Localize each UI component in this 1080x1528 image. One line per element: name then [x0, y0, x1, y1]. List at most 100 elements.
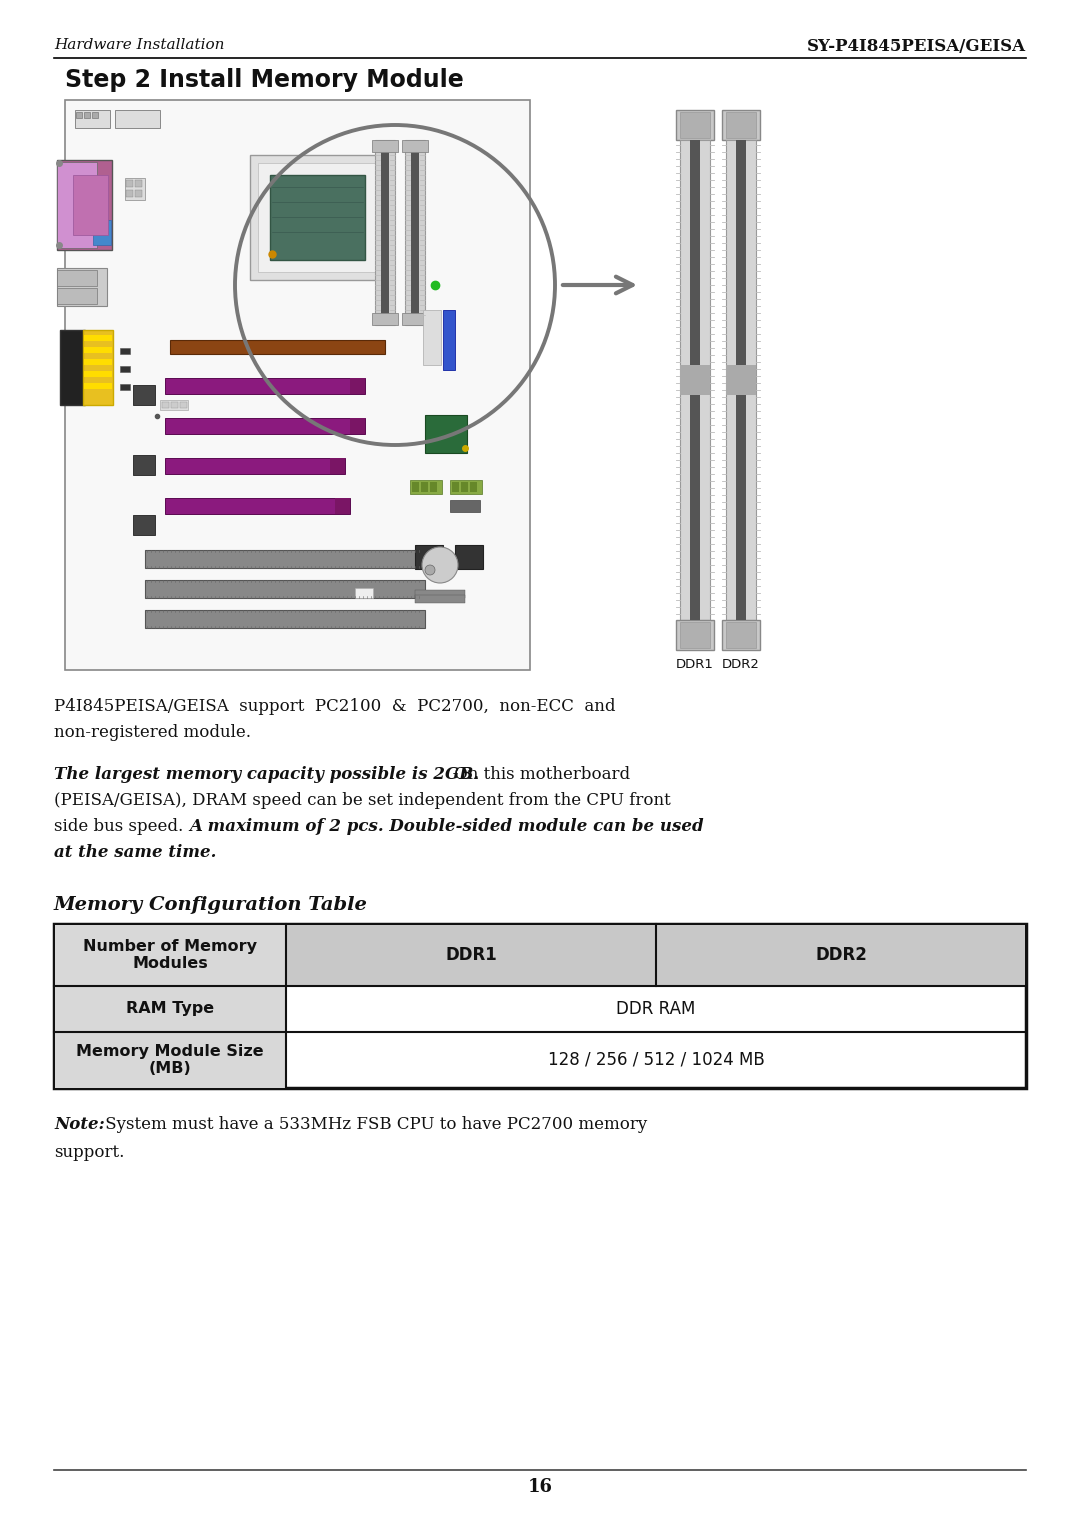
Text: Hardware Installation: Hardware Installation — [54, 38, 225, 52]
Text: 16: 16 — [527, 1478, 553, 1496]
FancyBboxPatch shape — [450, 500, 480, 512]
FancyBboxPatch shape — [450, 480, 482, 494]
FancyBboxPatch shape — [54, 924, 1026, 1088]
Text: non-registered module.: non-registered module. — [54, 724, 251, 741]
FancyBboxPatch shape — [680, 112, 710, 138]
FancyBboxPatch shape — [133, 515, 156, 535]
Text: DDR1: DDR1 — [676, 659, 714, 671]
Text: The largest memory capacity possible is 2GB.: The largest memory capacity possible is … — [54, 766, 480, 782]
FancyBboxPatch shape — [657, 924, 1025, 986]
Text: DDR RAM: DDR RAM — [617, 999, 696, 1018]
FancyBboxPatch shape — [170, 341, 384, 354]
Text: (PEISA/GEISA), DRAM speed can be set independent from the CPU front: (PEISA/GEISA), DRAM speed can be set ind… — [54, 792, 671, 808]
FancyBboxPatch shape — [421, 481, 428, 492]
FancyBboxPatch shape — [415, 594, 465, 604]
Text: Step 2 Install Memory Module: Step 2 Install Memory Module — [65, 69, 463, 92]
FancyBboxPatch shape — [680, 365, 710, 396]
FancyBboxPatch shape — [57, 267, 107, 306]
FancyBboxPatch shape — [84, 371, 112, 377]
FancyBboxPatch shape — [372, 141, 399, 151]
FancyBboxPatch shape — [126, 180, 133, 186]
FancyBboxPatch shape — [455, 545, 483, 568]
Text: Memory Module Size
(MB): Memory Module Size (MB) — [77, 1044, 264, 1076]
FancyBboxPatch shape — [120, 348, 130, 354]
FancyBboxPatch shape — [55, 1033, 286, 1088]
FancyBboxPatch shape — [680, 622, 710, 648]
FancyBboxPatch shape — [690, 141, 700, 620]
FancyBboxPatch shape — [411, 481, 419, 492]
FancyBboxPatch shape — [723, 110, 760, 141]
FancyBboxPatch shape — [335, 498, 350, 513]
FancyBboxPatch shape — [676, 110, 714, 141]
FancyBboxPatch shape — [735, 141, 746, 620]
FancyBboxPatch shape — [430, 481, 437, 492]
Circle shape — [422, 547, 458, 584]
FancyBboxPatch shape — [461, 481, 468, 492]
FancyBboxPatch shape — [180, 402, 187, 408]
FancyBboxPatch shape — [415, 590, 465, 597]
Text: P4I845PEISA/GEISA  support  PC2100  &  PC2700,  non-ECC  and: P4I845PEISA/GEISA support PC2100 & PC270… — [54, 698, 616, 715]
FancyBboxPatch shape — [723, 620, 760, 649]
FancyBboxPatch shape — [75, 110, 110, 128]
Text: side bus speed.: side bus speed. — [54, 817, 199, 834]
FancyBboxPatch shape — [125, 177, 145, 200]
FancyBboxPatch shape — [135, 189, 141, 197]
FancyBboxPatch shape — [145, 610, 426, 628]
FancyBboxPatch shape — [405, 141, 426, 325]
FancyBboxPatch shape — [402, 313, 428, 325]
FancyBboxPatch shape — [133, 385, 156, 405]
FancyBboxPatch shape — [114, 110, 160, 128]
FancyBboxPatch shape — [55, 924, 286, 986]
FancyBboxPatch shape — [726, 141, 756, 620]
FancyBboxPatch shape — [426, 416, 467, 452]
Text: A maximum of 2 pcs. Double-sided module can be used: A maximum of 2 pcs. Double-sided module … — [189, 817, 704, 834]
FancyBboxPatch shape — [287, 924, 656, 986]
FancyBboxPatch shape — [411, 145, 419, 319]
Circle shape — [426, 565, 435, 575]
FancyBboxPatch shape — [726, 112, 756, 138]
Text: Note:: Note: — [54, 1115, 105, 1132]
FancyBboxPatch shape — [60, 330, 85, 405]
Text: SY-P4I845PEISA/GEISA: SY-P4I845PEISA/GEISA — [807, 38, 1026, 55]
FancyBboxPatch shape — [402, 141, 428, 151]
FancyBboxPatch shape — [249, 154, 384, 280]
Text: RAM Type: RAM Type — [126, 1001, 214, 1016]
FancyBboxPatch shape — [83, 330, 113, 405]
Text: Memory Configuration Table: Memory Configuration Table — [54, 895, 368, 914]
Text: Number of Memory
Modules: Number of Memory Modules — [83, 938, 257, 972]
FancyBboxPatch shape — [162, 402, 168, 408]
FancyBboxPatch shape — [470, 481, 477, 492]
FancyBboxPatch shape — [350, 419, 365, 434]
FancyBboxPatch shape — [120, 367, 130, 371]
FancyBboxPatch shape — [726, 365, 756, 396]
FancyBboxPatch shape — [165, 377, 365, 394]
FancyBboxPatch shape — [160, 400, 188, 410]
FancyBboxPatch shape — [57, 270, 97, 286]
FancyBboxPatch shape — [76, 112, 82, 118]
FancyBboxPatch shape — [726, 622, 756, 648]
FancyBboxPatch shape — [84, 112, 90, 118]
FancyBboxPatch shape — [415, 545, 443, 568]
FancyBboxPatch shape — [676, 620, 714, 649]
FancyBboxPatch shape — [165, 498, 350, 513]
FancyBboxPatch shape — [73, 176, 108, 235]
FancyBboxPatch shape — [55, 987, 286, 1031]
FancyBboxPatch shape — [350, 377, 365, 394]
FancyBboxPatch shape — [372, 313, 399, 325]
FancyBboxPatch shape — [270, 176, 365, 260]
FancyBboxPatch shape — [135, 180, 141, 186]
FancyBboxPatch shape — [126, 189, 133, 197]
FancyBboxPatch shape — [57, 287, 97, 304]
FancyBboxPatch shape — [330, 458, 345, 474]
FancyBboxPatch shape — [410, 480, 442, 494]
FancyBboxPatch shape — [355, 588, 373, 597]
FancyBboxPatch shape — [65, 99, 530, 669]
Text: support.: support. — [54, 1144, 124, 1161]
Text: On this motherboard: On this motherboard — [449, 766, 630, 782]
FancyBboxPatch shape — [84, 335, 112, 341]
FancyBboxPatch shape — [57, 162, 97, 248]
FancyBboxPatch shape — [171, 402, 178, 408]
FancyBboxPatch shape — [375, 141, 395, 325]
Text: DDR2: DDR2 — [815, 946, 867, 964]
FancyBboxPatch shape — [92, 112, 98, 118]
